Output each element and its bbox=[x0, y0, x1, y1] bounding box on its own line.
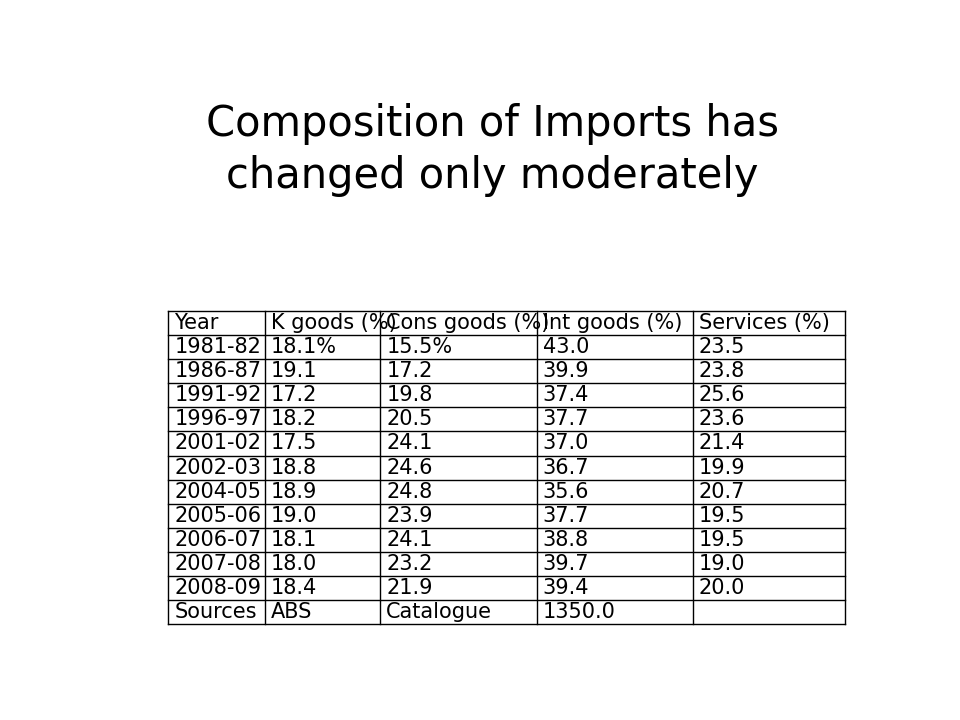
Text: Composition of Imports has
changed only moderately: Composition of Imports has changed only … bbox=[205, 103, 779, 197]
Text: 2002-03: 2002-03 bbox=[175, 457, 261, 477]
Text: 21.9: 21.9 bbox=[386, 578, 433, 598]
Text: 19.9: 19.9 bbox=[699, 457, 746, 477]
Text: 21.4: 21.4 bbox=[699, 433, 745, 454]
Text: 1350.0: 1350.0 bbox=[542, 602, 615, 622]
Text: ABS: ABS bbox=[271, 602, 312, 622]
Text: 23.5: 23.5 bbox=[699, 337, 745, 357]
Text: 20.0: 20.0 bbox=[699, 578, 745, 598]
Text: 39.4: 39.4 bbox=[542, 578, 589, 598]
Text: 19.0: 19.0 bbox=[271, 505, 318, 526]
Text: 2006-07: 2006-07 bbox=[175, 530, 261, 550]
Text: Cons goods (%): Cons goods (%) bbox=[386, 313, 550, 333]
Text: 23.2: 23.2 bbox=[386, 554, 433, 574]
Text: 1981-82: 1981-82 bbox=[175, 337, 261, 357]
Text: 38.8: 38.8 bbox=[542, 530, 588, 550]
Text: 18.1: 18.1 bbox=[271, 530, 318, 550]
Text: Catalogue: Catalogue bbox=[386, 602, 492, 622]
Text: 1986-87: 1986-87 bbox=[175, 361, 261, 381]
Text: 23.6: 23.6 bbox=[699, 410, 745, 429]
Text: K goods (%): K goods (%) bbox=[271, 313, 396, 333]
Text: 18.9: 18.9 bbox=[271, 482, 318, 502]
Text: 17.5: 17.5 bbox=[271, 433, 318, 454]
Text: 1996-97: 1996-97 bbox=[175, 410, 262, 429]
Text: 39.9: 39.9 bbox=[542, 361, 589, 381]
Text: 19.1: 19.1 bbox=[271, 361, 318, 381]
Text: 35.6: 35.6 bbox=[542, 482, 589, 502]
Text: 24.1: 24.1 bbox=[386, 530, 433, 550]
Text: 24.1: 24.1 bbox=[386, 433, 433, 454]
Text: 18.8: 18.8 bbox=[271, 457, 317, 477]
Text: 20.5: 20.5 bbox=[386, 410, 433, 429]
Text: 2008-09: 2008-09 bbox=[175, 578, 261, 598]
Text: 39.7: 39.7 bbox=[542, 554, 589, 574]
Text: 37.4: 37.4 bbox=[542, 385, 589, 405]
Text: 19.5: 19.5 bbox=[699, 505, 745, 526]
Text: 24.8: 24.8 bbox=[386, 482, 433, 502]
Text: Int goods (%): Int goods (%) bbox=[542, 313, 682, 333]
Text: 2007-08: 2007-08 bbox=[175, 554, 261, 574]
Text: 37.7: 37.7 bbox=[542, 505, 589, 526]
Text: 15.5%: 15.5% bbox=[386, 337, 452, 357]
Text: Year: Year bbox=[175, 313, 219, 333]
Text: 37.7: 37.7 bbox=[542, 410, 589, 429]
Text: 17.2: 17.2 bbox=[271, 385, 318, 405]
Text: 36.7: 36.7 bbox=[542, 457, 589, 477]
Text: 25.6: 25.6 bbox=[699, 385, 745, 405]
Text: 23.8: 23.8 bbox=[699, 361, 745, 381]
Text: 18.2: 18.2 bbox=[271, 410, 318, 429]
Text: 18.0: 18.0 bbox=[271, 554, 318, 574]
Text: 2004-05: 2004-05 bbox=[175, 482, 261, 502]
Text: 18.4: 18.4 bbox=[271, 578, 318, 598]
Text: 43.0: 43.0 bbox=[542, 337, 589, 357]
Text: 23.9: 23.9 bbox=[386, 505, 433, 526]
Text: 37.0: 37.0 bbox=[542, 433, 589, 454]
Text: 18.1%: 18.1% bbox=[271, 337, 337, 357]
Text: Sources: Sources bbox=[175, 602, 257, 622]
Text: 20.7: 20.7 bbox=[699, 482, 745, 502]
Text: 1991-92: 1991-92 bbox=[175, 385, 262, 405]
Text: 2001-02: 2001-02 bbox=[175, 433, 261, 454]
Text: 19.0: 19.0 bbox=[699, 554, 745, 574]
Text: 24.6: 24.6 bbox=[386, 457, 433, 477]
Text: 19.5: 19.5 bbox=[699, 530, 745, 550]
Text: 19.8: 19.8 bbox=[386, 385, 433, 405]
Text: Services (%): Services (%) bbox=[699, 313, 829, 333]
Text: 2005-06: 2005-06 bbox=[175, 505, 261, 526]
Text: 17.2: 17.2 bbox=[386, 361, 433, 381]
